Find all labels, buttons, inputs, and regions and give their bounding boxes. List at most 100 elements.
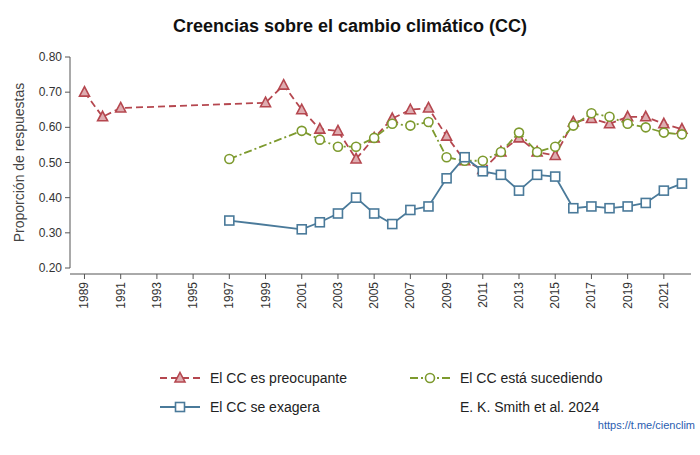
x-tick [156, 274, 157, 279]
point [116, 102, 126, 112]
point [370, 133, 379, 142]
legend-label: El CC se exagera [210, 399, 320, 415]
x-tick-label: 1993 [150, 282, 164, 309]
point [515, 128, 524, 137]
series-line [229, 113, 682, 160]
point [569, 121, 578, 130]
y-tick-label: 0.30 [39, 226, 63, 240]
x-tick [374, 274, 375, 279]
point [98, 111, 108, 121]
x-tick-label: 2013 [512, 282, 526, 309]
y-tick [65, 197, 70, 198]
x-tick [120, 274, 121, 279]
point [333, 209, 342, 218]
x-axis [70, 274, 691, 275]
x-tick-label: 2001 [295, 282, 309, 309]
point [641, 123, 650, 132]
x-tick-label: 1995 [186, 282, 200, 309]
point [352, 193, 361, 202]
y-tick [65, 57, 70, 58]
point [677, 179, 686, 188]
point [641, 111, 651, 121]
x-tick-label: 1991 [114, 282, 128, 309]
point [261, 97, 271, 107]
x-tick [555, 274, 556, 279]
point [442, 153, 451, 162]
point [352, 142, 361, 151]
x-tick-label: 2015 [548, 282, 562, 309]
plot-area [79, 80, 686, 234]
point [478, 156, 487, 165]
series [225, 109, 687, 165]
point [405, 104, 415, 114]
point [587, 109, 596, 118]
point [442, 174, 451, 183]
point [315, 135, 324, 144]
point [569, 204, 578, 213]
point [369, 132, 379, 142]
point [79, 87, 89, 97]
legend-label: El CC es preocupante [210, 370, 347, 386]
x-tick-label: 2007 [403, 282, 417, 309]
point [225, 216, 234, 225]
x-tick-label: 2021 [657, 282, 671, 309]
point [297, 225, 306, 234]
x-tick [482, 274, 483, 279]
x-tick [446, 274, 447, 279]
legend-marker [176, 403, 185, 412]
point [659, 186, 668, 195]
x-tick [519, 274, 520, 279]
x-tick [663, 274, 664, 279]
point [533, 170, 542, 179]
point [496, 170, 505, 179]
y-tick-label: 0.70 [39, 85, 63, 99]
x-tick [301, 274, 302, 279]
x-tick-label: 2005 [367, 282, 381, 309]
x-tick [591, 274, 592, 279]
point [605, 112, 614, 121]
point [406, 121, 415, 130]
point [333, 142, 342, 151]
x-tick-label: 1997 [222, 282, 236, 309]
url: https://t.me/cienclim [598, 419, 695, 431]
point [279, 80, 289, 90]
point [478, 167, 487, 176]
point [442, 131, 452, 141]
x-tick [84, 274, 85, 279]
x-tick [410, 274, 411, 279]
point [659, 118, 669, 128]
point [533, 147, 542, 156]
y-tick-label: 0.50 [39, 156, 63, 170]
point [605, 204, 614, 213]
point [659, 128, 668, 137]
legend-marker [426, 374, 435, 383]
point [551, 142, 560, 151]
x-tick-label: 1999 [259, 282, 273, 309]
source: E. K. Smith et al. 2024 [460, 399, 600, 415]
x-tick [265, 274, 266, 279]
series-line [84, 85, 681, 169]
point [388, 119, 397, 128]
series [79, 80, 686, 174]
y-tick [65, 127, 70, 128]
point [424, 202, 433, 211]
x-tick [337, 274, 338, 279]
title: Creencias sobre el cambio climático (CC) [173, 16, 527, 36]
x-tick-label: 2003 [331, 282, 345, 309]
y-tick-label: 0.60 [39, 120, 63, 134]
point [315, 124, 325, 133]
point [623, 202, 632, 211]
point [297, 104, 307, 114]
x-tick-label: 1989 [77, 282, 91, 309]
legend-label: El CC está sucediendo [460, 370, 603, 386]
x-tick-label: 2019 [621, 282, 635, 309]
point [496, 147, 505, 156]
x-tick-label: 2017 [584, 282, 598, 309]
legend-marker [175, 373, 185, 383]
x-tick [229, 274, 230, 279]
point [587, 202, 596, 211]
y-tick [65, 268, 70, 269]
point [370, 209, 379, 218]
point [424, 118, 433, 127]
y-tick-label: 0.80 [39, 50, 63, 64]
